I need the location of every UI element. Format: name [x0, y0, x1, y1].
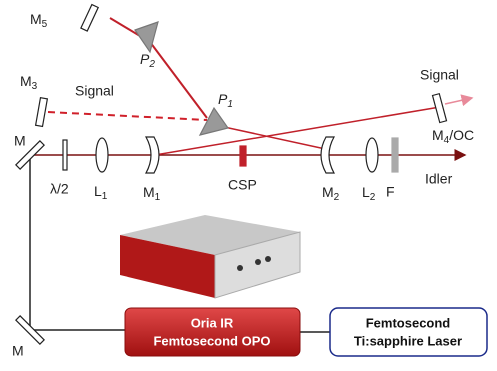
signal-beam	[150, 42, 207, 118]
lens-l1	[96, 138, 108, 172]
waveplate	[63, 140, 67, 170]
mirror-m3	[36, 98, 48, 127]
label-m-top: M	[14, 133, 26, 149]
crystal-csp	[240, 146, 246, 166]
label-sub: 1	[102, 191, 108, 202]
label-sub: 5	[42, 19, 48, 30]
label-main: M	[432, 127, 444, 143]
product-image	[120, 215, 300, 298]
label-m2: M2	[322, 184, 340, 203]
pump-beam	[30, 155, 125, 330]
ti-line2: Ti:sapphire Laser	[354, 333, 462, 348]
label-main: M	[143, 184, 155, 200]
label-suffix: /OC	[449, 127, 474, 143]
label-f: F	[386, 184, 395, 200]
label-m3: M3	[20, 73, 38, 92]
label-signal-left: Signal	[75, 83, 114, 99]
lens-l2	[366, 138, 378, 172]
label-sub: 3	[32, 81, 38, 92]
label-sub: 2	[370, 192, 376, 203]
label-l1: L1	[94, 183, 108, 202]
filter-f	[392, 138, 398, 172]
prism-p1	[200, 108, 228, 135]
signal-out	[445, 98, 472, 104]
label-m4: M4/OC	[432, 127, 474, 146]
label-p2: P2	[140, 51, 155, 70]
signal-dashed	[48, 112, 207, 120]
label-main: M	[30, 11, 42, 27]
label-p1: P1	[218, 91, 233, 110]
diagram: Oria IR Femtosecond OPO Femtosecond Ti:s…	[0, 0, 497, 371]
label-csp: CSP	[228, 177, 257, 193]
ti-line1: Femtosecond	[366, 315, 451, 330]
label-signal-right: Signal	[420, 67, 459, 83]
label-main: L	[94, 183, 102, 199]
label-main: L	[362, 184, 370, 200]
label-main: M	[20, 73, 32, 89]
label-sub: 1	[155, 192, 161, 203]
opo-line2: Femtosecond OPO	[153, 333, 270, 348]
label-m5: M5	[30, 11, 48, 30]
label-l2: L2	[362, 184, 376, 203]
label-sub: 2	[148, 59, 155, 70]
mirror-m5	[81, 5, 98, 32]
label-sub: 2	[334, 192, 340, 203]
label-m1: M1	[143, 184, 161, 203]
label-m-bottom: M	[12, 343, 24, 359]
label-half-wave: λ/2	[50, 181, 69, 197]
label-idler: Idler	[425, 171, 453, 187]
opo-line1: Oria IR	[191, 315, 234, 330]
label-sub: 1	[227, 99, 233, 110]
label-main: M	[322, 184, 334, 200]
